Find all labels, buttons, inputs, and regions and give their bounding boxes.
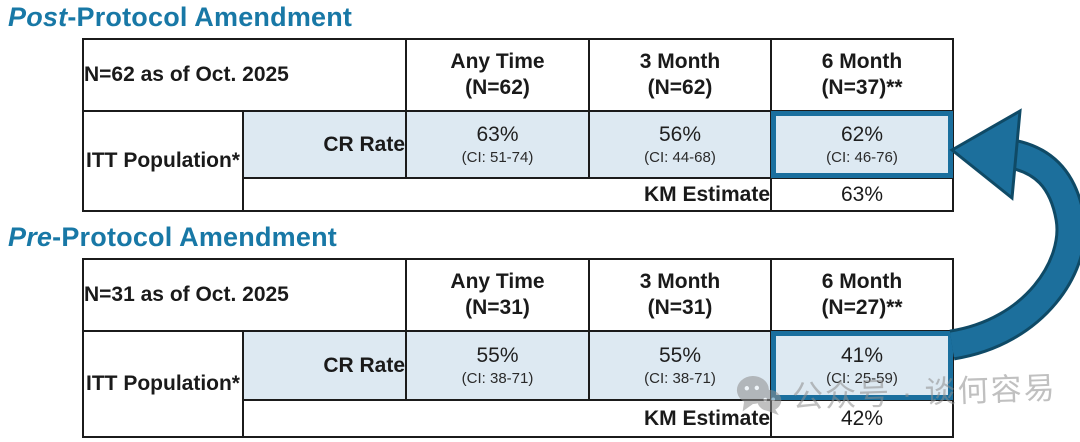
col-header-line2: (N=37)** — [821, 76, 903, 99]
cr-ci: (CI: 38-71) — [644, 370, 716, 387]
post-km-estimate-label: KM Estimate — [242, 177, 772, 212]
watermark-text: 公众号 · 谈何容易 — [791, 370, 1058, 415]
cr-pct: 62% — [840, 123, 884, 146]
pre-title-rest: -Protocol Amendment — [52, 222, 337, 252]
cr-pct: 63% — [476, 123, 519, 146]
col-header-line1: Any Time — [450, 270, 545, 293]
post-col-header-3month: 3 Month (N=62) — [588, 38, 772, 112]
col-header-line2: (N=31) — [465, 296, 530, 319]
cr-pct: 41% — [840, 344, 884, 367]
pre-itt-population-cell: ITT Population* — [82, 330, 244, 438]
post-cr-anytime-cell: 63% (CI: 51-74) — [405, 110, 590, 179]
post-col-header-6month: 6 Month (N=37)** — [770, 38, 954, 112]
cr-ci: (CI: 51-74) — [461, 149, 534, 166]
pre-cr-6month-cell-highlighted: 41% (CI: 25-59) — [770, 330, 954, 401]
pre-km-estimate-value: 42% — [770, 399, 954, 438]
pre-cr-anytime-cell: 55% (CI: 38-71) — [405, 330, 590, 401]
pre-title-prefix: Pre — [8, 222, 53, 252]
pre-km-estimate-label: KM Estimate — [242, 399, 772, 438]
col-header-line1: 3 Month — [639, 50, 721, 73]
cr-ci: (CI: 38-71) — [461, 370, 534, 387]
col-header-line1: 6 Month — [821, 270, 903, 293]
pre-population-label: N=31 as of Oct. 2025 — [82, 258, 407, 332]
col-header-line2: (N=27)** — [821, 296, 903, 319]
post-itt-population-cell: ITT Population* — [82, 110, 244, 212]
pre-protocol-title: Pre-Protocol Amendment — [8, 222, 337, 253]
pre-col-header-3month: 3 Month (N=31) — [588, 258, 772, 332]
cr-pct: 56% — [658, 123, 702, 146]
col-header-line2: (N=62) — [647, 76, 713, 99]
post-cr-6month-cell-highlighted: 62% (CI: 46-76) — [770, 110, 954, 179]
col-header-line1: 3 Month — [639, 270, 721, 293]
post-cr-3month-cell: 56% (CI: 44-68) — [588, 110, 772, 179]
post-title-rest: -Protocol Amendment — [67, 2, 353, 32]
wechat-icon — [736, 375, 782, 415]
curved-arrow-icon — [949, 108, 1080, 361]
pre-cr-rate-label: CR Rate — [242, 330, 407, 401]
post-col-header-anytime: Any Time (N=62) — [405, 38, 590, 112]
pre-col-header-6month: 6 Month (N=27)** — [770, 258, 954, 332]
cr-ci: (CI: 44-68) — [644, 149, 716, 166]
col-header-line2: (N=62) — [465, 76, 530, 99]
post-title-prefix: Post — [8, 2, 68, 32]
watermark: 公众号 · 谈何容易 — [735, 362, 1057, 418]
pre-col-header-anytime: Any Time (N=31) — [405, 258, 590, 332]
post-protocol-table: N=62 as of Oct. 2025 Any Time (N=62) 3 M… — [82, 38, 954, 212]
post-protocol-title: Post-Protocol Amendment — [8, 2, 352, 33]
post-cr-rate-label: CR Rate — [242, 110, 407, 179]
post-population-label: N=62 as of Oct. 2025 — [82, 38, 407, 112]
cr-pct: 55% — [658, 344, 702, 367]
col-header-line1: Any Time — [450, 50, 545, 73]
cr-ci: (CI: 46-76) — [826, 149, 898, 166]
post-km-estimate-value: 63% — [770, 177, 954, 212]
cr-pct: 55% — [476, 344, 519, 367]
col-header-line1: 6 Month — [821, 50, 903, 73]
pre-protocol-table: N=31 as of Oct. 2025 Any Time (N=31) 3 M… — [82, 258, 954, 438]
col-header-line2: (N=31) — [647, 296, 713, 319]
cr-ci: (CI: 25-59) — [826, 370, 898, 387]
